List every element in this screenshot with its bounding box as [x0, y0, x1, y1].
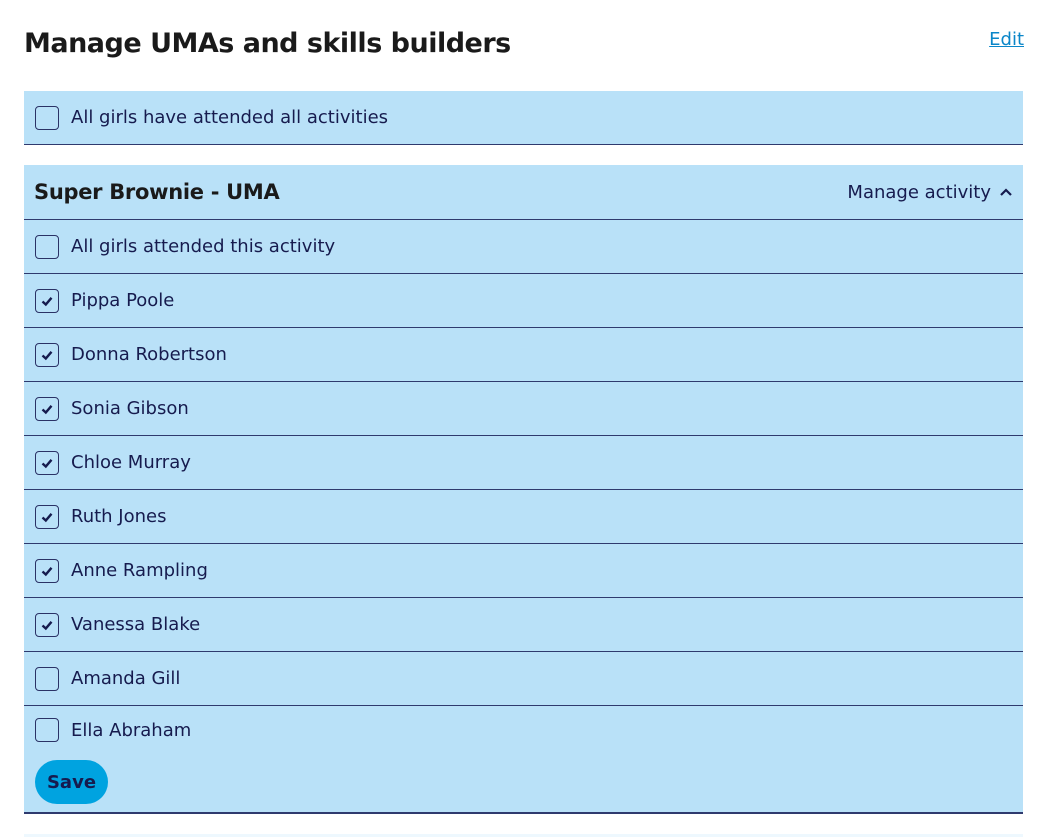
girl-name: Amanda Gill: [71, 668, 181, 689]
girl-row[interactable]: Ella Abraham Save: [24, 706, 1023, 814]
all-girls-label: All girls attended this activity: [71, 236, 336, 257]
edit-link[interactable]: Edit: [989, 29, 1024, 50]
girl-checkbox[interactable]: [35, 558, 59, 583]
girl-name: Ella Abraham: [71, 719, 192, 741]
girl-row[interactable]: Ruth Jones: [24, 490, 1023, 544]
all-attended-checkbox[interactable]: [35, 105, 59, 130]
girl-name: Sonia Gibson: [71, 398, 189, 419]
activity-header: Super Brownie - UMA Manage activity: [24, 165, 1023, 220]
girl-row[interactable]: Pippa Poole: [24, 274, 1023, 328]
all-girls-checkbox[interactable]: [35, 234, 59, 259]
checkmark-icon: [41, 620, 53, 630]
chevron-up-icon: [1000, 188, 1012, 196]
girl-checkbox[interactable]: [35, 450, 59, 475]
next-panel-edge: [24, 834, 1023, 837]
activity-panel: Super Brownie - UMA Manage activity All …: [24, 165, 1023, 814]
girl-checkbox[interactable]: [35, 612, 59, 637]
girl-checkbox[interactable]: [35, 718, 59, 742]
girl-row[interactable]: Donna Robertson: [24, 328, 1023, 382]
girl-row[interactable]: Amanda Gill: [24, 652, 1023, 706]
checkmark-icon: [41, 566, 53, 576]
checkmark-icon: [41, 350, 53, 360]
girl-name: Anne Rampling: [71, 560, 208, 581]
girl-name: Chloe Murray: [71, 452, 191, 473]
checkmark-icon: [41, 296, 53, 306]
girl-row[interactable]: Vanessa Blake: [24, 598, 1023, 652]
checkmark-icon: [41, 404, 53, 414]
girl-checkbox[interactable]: [35, 504, 59, 529]
girl-name: Ruth Jones: [71, 506, 167, 527]
girl-row[interactable]: Sonia Gibson: [24, 382, 1023, 436]
all-attended-label: All girls have attended all activities: [71, 107, 389, 128]
girl-name: Donna Robertson: [71, 344, 227, 365]
all-attended-row[interactable]: All girls have attended all activities: [24, 91, 1023, 145]
checkmark-icon: [41, 512, 53, 522]
page-title: Manage UMAs and skills builders: [24, 28, 511, 59]
manage-activity-label: Manage activity: [847, 181, 991, 203]
girl-name: Vanessa Blake: [71, 614, 201, 635]
activity-title: Super Brownie - UMA: [34, 180, 280, 204]
girl-row[interactable]: Chloe Murray: [24, 436, 1023, 490]
all-activities-panel: All girls have attended all activities: [24, 91, 1023, 145]
checkmark-icon: [41, 458, 53, 468]
girl-checkbox[interactable]: [35, 666, 59, 691]
girl-checkbox[interactable]: [35, 342, 59, 367]
girl-checkbox[interactable]: [35, 396, 59, 421]
save-button[interactable]: Save: [35, 760, 108, 804]
girl-checkbox[interactable]: [35, 288, 59, 313]
manage-activity-toggle[interactable]: Manage activity: [847, 182, 1013, 203]
girl-row[interactable]: Anne Rampling: [24, 544, 1023, 598]
all-girls-row[interactable]: All girls attended this activity: [24, 220, 1023, 274]
girl-name: Pippa Poole: [71, 290, 175, 311]
